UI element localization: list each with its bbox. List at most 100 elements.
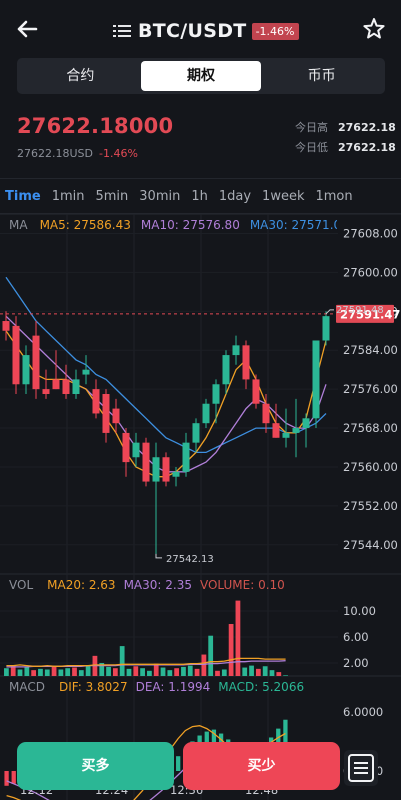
volume-bar [65,668,71,676]
volume-axis-label: 6.00 [343,630,369,644]
timeframe-5min[interactable]: 5min [95,188,129,204]
market-type-tabs: 合约 期权 币币 [17,58,385,94]
candle-body [322,316,330,341]
volume-bar [167,670,173,676]
price-axis-label: 27552.00 [343,499,398,513]
volume-axis-label: 2.00 [343,656,369,670]
candle-body [222,355,230,385]
volume-bar [4,668,9,676]
volume-bar [78,670,84,676]
volume-bar [126,668,132,676]
candle-body [22,355,30,385]
timeframe-1min[interactable]: 1min [51,188,85,204]
max-marker [325,309,334,315]
volume-bar [276,672,282,676]
candle-body [132,442,140,458]
tab-contract[interactable]: 合约 [66,68,95,84]
price-axis-label: 27600.00 [343,265,398,279]
candle-body [262,403,270,424]
volume-bar [262,666,268,676]
pair-title: BTC/USDT [138,20,247,42]
volume-bar [99,663,105,676]
list-icon [113,25,131,37]
price-axis-label: 27584.00 [343,343,398,357]
volume-bar [194,668,200,676]
candle-body [122,432,130,463]
candle-body [82,369,90,375]
star-icon[interactable] [361,16,387,42]
price-change: -1.46% [99,147,138,160]
volume-bar [10,665,16,676]
candle-body [142,442,150,482]
usd-price: 27622.18USD [17,147,93,160]
candle-body [292,428,300,433]
macd-bar [4,771,9,786]
menu-icon[interactable] [344,750,378,786]
volume-bar [255,668,261,676]
volume-bar [119,646,125,676]
volume-bar [85,665,91,676]
macd-legend: MACD DIF: 3.8027 DEA: 1.1994 MACD: 5.2066 [9,680,312,694]
max-annotation: 27591.48 [336,305,384,316]
volume-bar [181,666,186,676]
timeframe-1week[interactable]: 1week [262,188,305,204]
candle-body [252,379,260,404]
pair-selector[interactable]: BTC/USDT -1.46% [112,18,299,44]
volume-bar [133,666,139,676]
tab-options[interactable]: 期权 [140,61,262,91]
candle-body [202,403,210,424]
change-badge: -1.46% [251,22,299,40]
price-axis-label: 27544.00 [343,538,398,552]
back-arrow-icon[interactable] [12,14,42,44]
volume-bar [187,665,193,676]
macd-bar [176,756,181,771]
candle-body [232,345,240,356]
volume-bar [38,668,43,676]
ma10-line [5,315,327,473]
volume-bar [283,675,288,676]
volume-bar [72,667,77,676]
candle-body [12,325,20,385]
volume-bar [160,667,166,676]
candle-body [302,418,310,429]
vol-ma30: MA30: 2.35 [123,578,192,592]
volume-bar [235,600,241,676]
price-axis-label: 27568.00 [343,421,398,435]
candle-body [2,321,10,331]
timeframe-time[interactable]: Time [5,188,41,204]
price-axis-label: 27560.00 [343,460,398,474]
vol-label: VOL [9,578,34,592]
vol-ma20: MA20: 2.63 [47,578,116,592]
volume-bar [201,654,207,676]
timeframe-1day[interactable]: 1day [218,188,252,204]
candle-body [242,345,250,380]
volume-bar [112,668,118,676]
ma5-value: MA5: 27586.43 [39,218,131,232]
candle-body [112,408,120,424]
current-price-tag-bg [336,304,394,323]
kline-chart[interactable]: 27608.0027600.0027592.0027584.0027576.00… [0,214,401,800]
high-low-box: 今日高 27622.18 今日低 27622.18 [295,118,396,158]
buy-long-button[interactable]: 买多 [17,742,174,790]
macd-dif: DIF: 3.8027 [58,680,128,694]
volume-bar [17,669,23,676]
volume-bar [208,635,214,676]
candle-body [182,442,190,472]
timeframe-1mon[interactable]: 1mon [315,188,353,204]
last-price: 27622.18000 [17,114,174,138]
volume-axis-label: 10.00 [343,604,376,618]
tab-spot[interactable]: 币币 [307,68,336,84]
timeframe-30min[interactable]: 30min [139,188,181,204]
ma10-value: MA10: 27576.80 [140,218,240,232]
price-summary: 27622.18000 27622.18USD -1.46% [17,114,173,160]
buy-short-button[interactable]: 买少 [183,742,340,790]
min-marker [155,553,162,559]
price-axis-label: 27576.00 [343,382,398,396]
timeframe-1h[interactable]: 1h [191,188,208,204]
volume-bar [44,669,50,676]
macd-axis-label: 6.0000 [343,705,383,719]
ma-label: MA [9,218,28,232]
candle-body [52,379,60,390]
grid-lines [0,214,401,800]
volume-bar [228,624,234,676]
